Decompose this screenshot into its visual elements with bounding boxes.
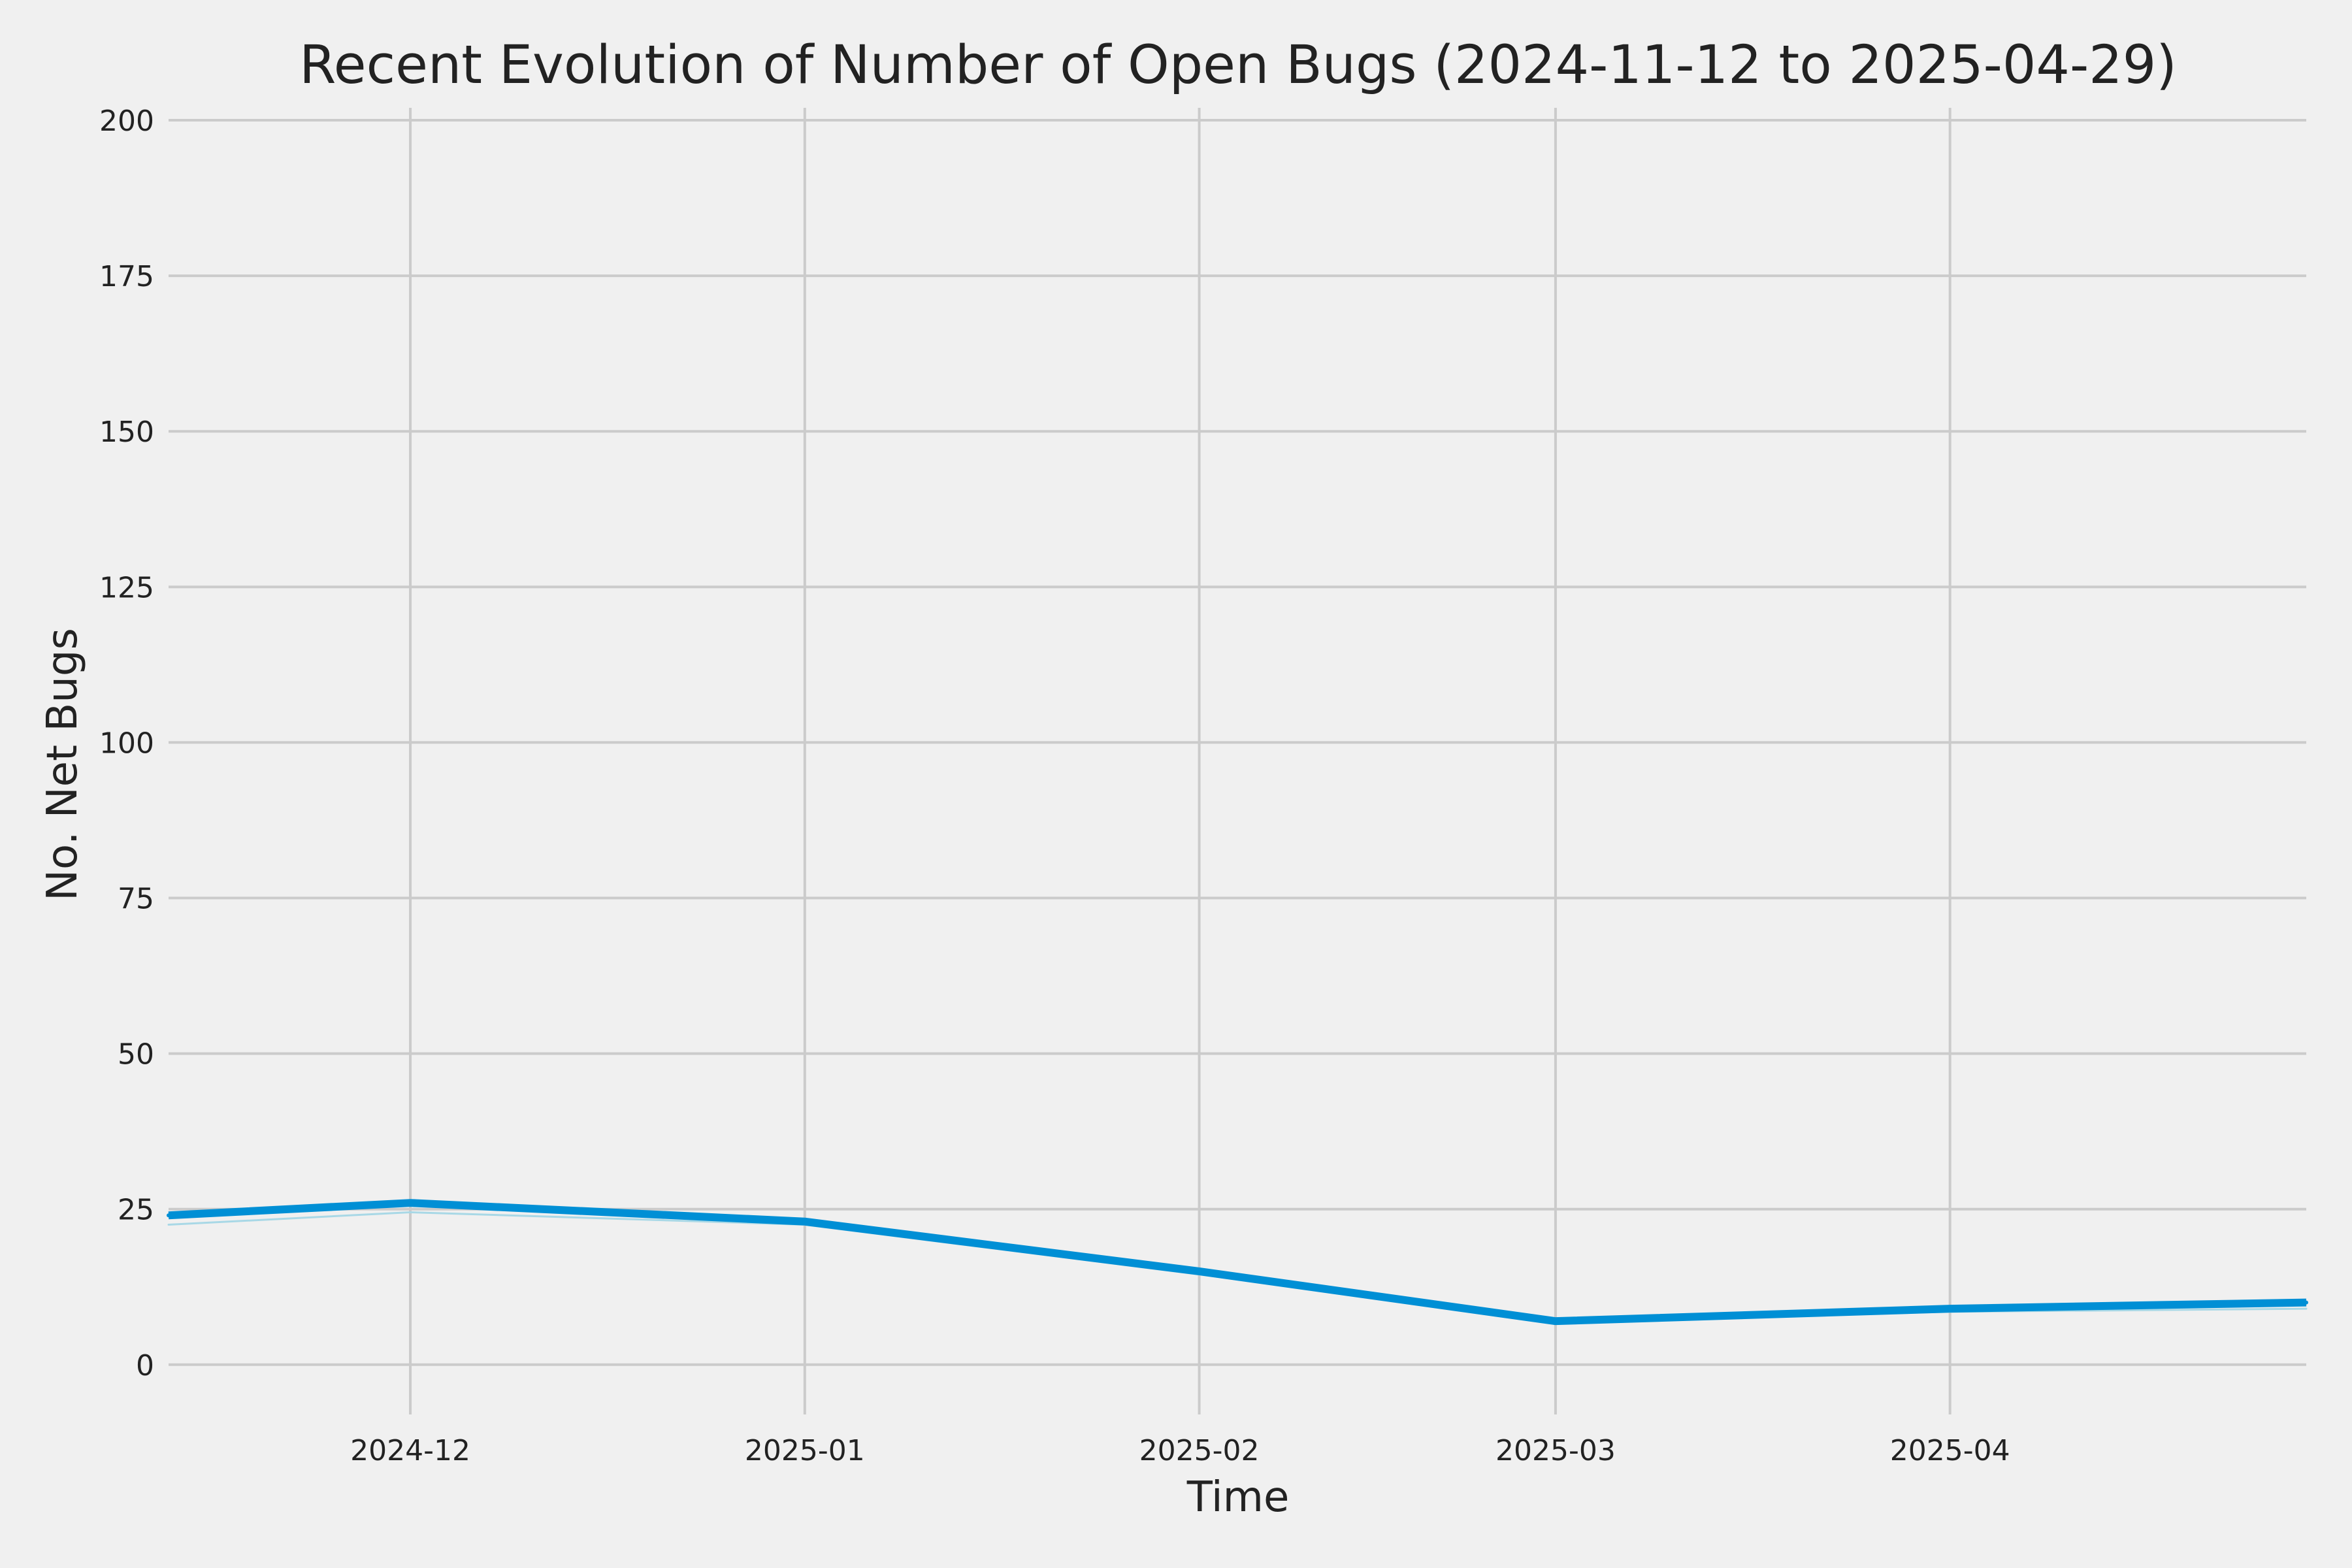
- x-tick-label: 2024-12: [350, 1434, 470, 1467]
- y-tick-label: 100: [99, 727, 154, 760]
- data-point: [408, 1201, 413, 1205]
- data-point: [409, 1211, 412, 1213]
- series-layer: [167, 1199, 2308, 1326]
- data-point: [2304, 1300, 2308, 1305]
- y-tick-label: 0: [136, 1349, 154, 1382]
- y-tick-label: 175: [99, 260, 154, 293]
- y-axis-label: No. Net Bugs: [39, 628, 87, 901]
- x-tick-label: 2025-02: [1139, 1434, 1260, 1467]
- y-tick-label: 50: [118, 1038, 154, 1071]
- chart-title: Recent Evolution of Number of Open Bugs …: [299, 35, 2177, 96]
- y-tick-label: 150: [99, 416, 154, 449]
- y-tick-label: 25: [118, 1194, 154, 1227]
- x-tick-label: 2025-03: [1495, 1434, 1616, 1467]
- grid-lines: [169, 108, 2306, 1414]
- y-tick-label: 75: [118, 883, 154, 916]
- y-tick-label: 200: [99, 105, 154, 138]
- y-tick-labels: 0 25 50 75 100 125 150 175 200: [99, 105, 154, 1382]
- x-tick-label: 2025-01: [745, 1434, 865, 1467]
- data-point: [167, 1213, 171, 1218]
- x-tick-label: 2025-04: [1890, 1434, 2010, 1467]
- y-tick-label: 125: [99, 571, 154, 604]
- x-axis-label: Time: [1186, 1473, 1290, 1522]
- data-point: [167, 1224, 170, 1226]
- data-point: [2305, 1307, 2308, 1310]
- data-point: [1948, 1307, 1952, 1311]
- x-tick-labels: 2024-12 2025-01 2025-02 2025-03 2025-04: [350, 1434, 2010, 1467]
- data-point: [1553, 1319, 1558, 1324]
- data-point: [802, 1219, 807, 1224]
- data-point: [1197, 1269, 1201, 1273]
